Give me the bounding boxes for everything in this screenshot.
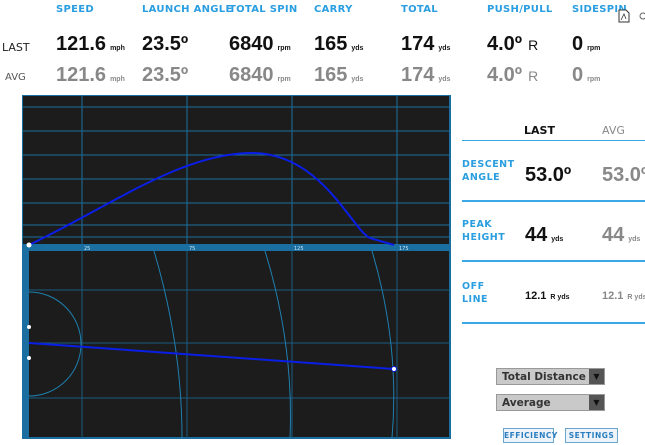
dispersion-line xyxy=(28,342,395,370)
header-total: TOTAL xyxy=(401,4,438,15)
side-header-avg: AVG xyxy=(602,124,625,137)
avg-push-pull-value: 4.0º R xyxy=(487,64,539,86)
side-label-2: OFF LINE xyxy=(462,281,489,305)
header-launch-angle: LAUNCH ANGLE xyxy=(142,4,233,15)
side-avg-value-2: 12.1 R yds xyxy=(602,290,645,302)
pdf-icon[interactable] xyxy=(618,9,630,23)
side-avg-value-0: 53.0º xyxy=(602,164,645,186)
chevron-down-icon: ▼ xyxy=(589,395,604,410)
avg-total-spin-value: 6840 rpm xyxy=(229,64,291,86)
last-carry-value: 165 yds xyxy=(314,33,364,55)
tick-75: 75 xyxy=(189,246,195,252)
header-sidespin: SIDESPIN xyxy=(572,4,628,15)
settings-button[interactable]: SETTINGS xyxy=(565,428,618,443)
last-speed-value: 121.6 mph xyxy=(56,33,125,55)
last-sidespin-value: 0 rpm xyxy=(572,33,601,55)
side-header-last: LAST xyxy=(524,124,555,137)
row-label-avg: AVG xyxy=(5,72,26,83)
tick-25: 25 xyxy=(84,246,90,252)
header-carry: CARRY xyxy=(314,4,353,15)
marker-dot xyxy=(27,356,31,360)
last-total-spin-value: 6840 rpm xyxy=(229,33,291,55)
row-label-last: LAST xyxy=(2,41,30,54)
marker-dot xyxy=(27,325,31,329)
chevron-down-icon: ▼ xyxy=(589,369,604,384)
dispersion-grid xyxy=(29,251,450,438)
side-last-value-1: 44 yds xyxy=(525,224,564,246)
header-total-spin: TOTAL SPIN xyxy=(229,4,298,15)
side-label-1: PEAK HEIGHT xyxy=(462,219,506,243)
left-border xyxy=(22,245,29,438)
side-last-value-0: 53.0º xyxy=(525,164,572,186)
avg-sidespin-value: 0 rpm xyxy=(572,64,601,86)
distance-select[interactable]: Total Distance ▼ xyxy=(496,368,605,385)
print-icon[interactable] xyxy=(639,11,645,21)
avg-launch-angle-value: 23.5º xyxy=(142,64,189,86)
side-avg-value-1: 44 yds xyxy=(602,224,641,246)
last-total-value: 174 yds xyxy=(401,33,451,55)
efficiency-button[interactable]: EFFICIENCY xyxy=(503,428,557,443)
distance-select-value: Total Distance xyxy=(502,371,586,383)
avg-carry-value: 165 yds xyxy=(314,64,364,86)
mode-select[interactable]: Average ▼ xyxy=(496,394,605,411)
distance-ruler xyxy=(22,244,450,251)
avg-speed-value: 121.6 mph xyxy=(56,64,125,86)
trajectory-grid xyxy=(22,95,450,245)
tick-175: 175 xyxy=(399,246,409,252)
last-push-pull-value: 4.0º R xyxy=(487,33,539,55)
trajectory-line xyxy=(28,151,395,246)
avg-total-value: 174 yds xyxy=(401,64,451,86)
side-label-0: DESCENT ANGLE xyxy=(462,159,515,183)
tick-125: 125 xyxy=(294,246,304,252)
launch-point xyxy=(26,242,32,248)
landing-point xyxy=(391,366,397,372)
side-last-value-2: 12.1 R yds xyxy=(525,290,570,302)
mode-select-value: Average xyxy=(502,397,551,409)
header-speed: SPEED xyxy=(56,4,94,15)
shot-chart: 25 75 125 175 xyxy=(22,95,451,439)
header-push-pull: PUSH/PULL xyxy=(487,4,553,15)
last-launch-angle-value: 23.5º xyxy=(142,33,189,55)
chart-background xyxy=(22,95,450,438)
distance-arcs xyxy=(28,250,395,439)
